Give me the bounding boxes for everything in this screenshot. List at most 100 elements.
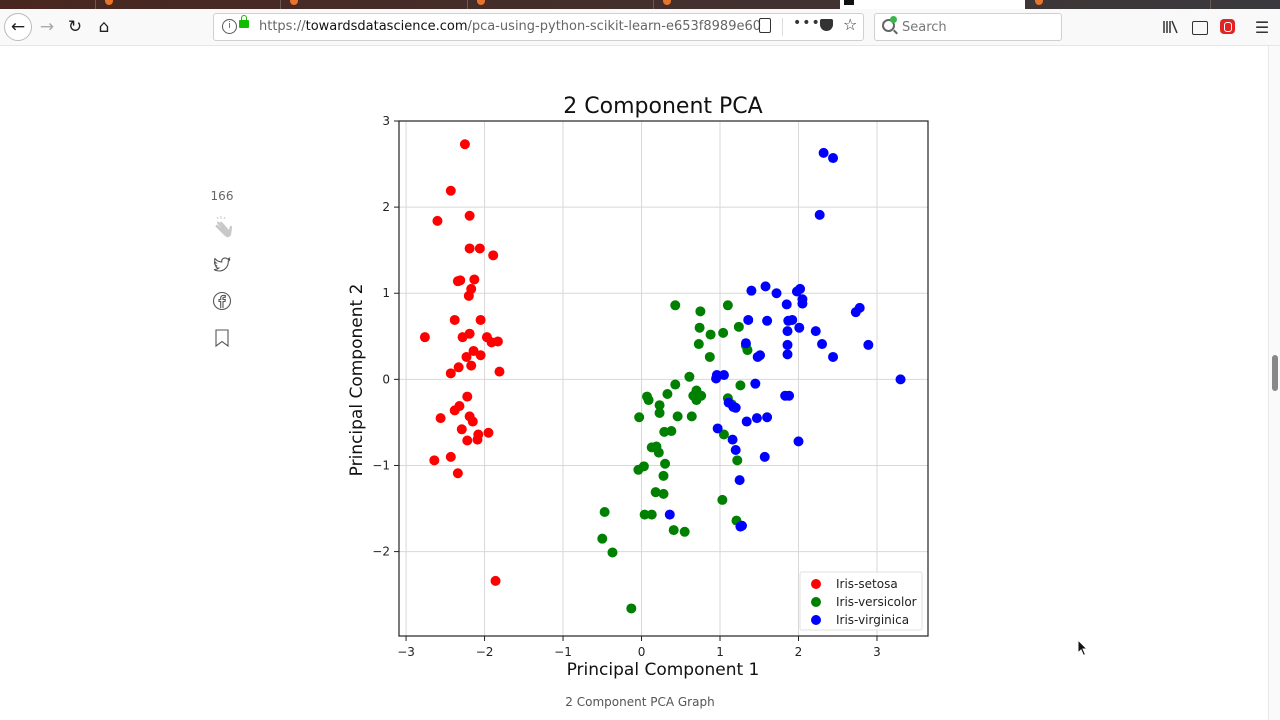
data-point bbox=[771, 288, 782, 299]
facebook-share-button[interactable] bbox=[212, 291, 232, 311]
data-point bbox=[730, 444, 741, 455]
tab-favicon bbox=[1035, 0, 1043, 5]
data-point bbox=[850, 307, 861, 318]
browser-tab[interactable] bbox=[280, 0, 468, 9]
data-point bbox=[666, 426, 677, 437]
page-scrollbar[interactable] bbox=[1268, 46, 1280, 720]
data-point bbox=[750, 378, 761, 389]
data-point bbox=[732, 455, 743, 466]
pocket-icon[interactable] bbox=[820, 19, 833, 31]
tab-favicon bbox=[290, 0, 298, 5]
data-point bbox=[752, 351, 763, 362]
clap-button[interactable] bbox=[209, 216, 235, 242]
browser-tab[interactable] bbox=[467, 0, 654, 9]
x-tick-label: 2 bbox=[795, 645, 803, 659]
sidebar-toggle-icon[interactable] bbox=[1192, 21, 1208, 35]
data-point bbox=[718, 327, 729, 338]
bookmark-star-icon[interactable]: ☆ bbox=[843, 15, 858, 34]
search-box[interactable]: Search bbox=[874, 13, 1062, 41]
data-point bbox=[760, 281, 771, 292]
data-point bbox=[795, 283, 806, 294]
tab-favicon bbox=[844, 0, 854, 5]
extension-icon[interactable] bbox=[1220, 19, 1235, 34]
data-point bbox=[741, 416, 752, 427]
reload-button[interactable]: ↻ bbox=[61, 13, 89, 41]
browser-tab[interactable] bbox=[95, 0, 281, 9]
data-point bbox=[781, 299, 792, 310]
data-point bbox=[472, 434, 483, 445]
x-tick-label: −2 bbox=[476, 645, 494, 659]
data-point bbox=[599, 506, 610, 517]
bookmark-button[interactable] bbox=[212, 328, 232, 348]
data-point bbox=[782, 349, 793, 360]
data-point bbox=[474, 243, 485, 254]
browser-tab[interactable] bbox=[653, 0, 841, 9]
x-tick-label: 1 bbox=[716, 645, 724, 659]
chart-ticks: −3 −2 −1 0 1 2 3 −2 −1 0 1 2 3 bbox=[372, 114, 881, 659]
data-point bbox=[751, 413, 762, 424]
data-point bbox=[722, 300, 733, 311]
url-divider bbox=[782, 18, 783, 36]
data-point bbox=[727, 434, 738, 445]
x-axis-label: Principal Component 1 bbox=[567, 660, 760, 680]
data-point bbox=[664, 509, 675, 520]
browser-tab[interactable] bbox=[840, 0, 1025, 9]
data-point bbox=[462, 435, 473, 446]
browser-tab[interactable] bbox=[1210, 0, 1280, 9]
url-text[interactable]: https://towardsdatascience.com/pca-using… bbox=[259, 19, 761, 34]
data-point bbox=[597, 533, 608, 544]
chart-title: 2 Component PCA bbox=[563, 94, 762, 119]
data-point bbox=[626, 603, 637, 614]
data-point bbox=[469, 274, 480, 285]
twitter-icon bbox=[213, 256, 231, 272]
hamburger-menu-icon[interactable]: ☰ bbox=[1254, 17, 1270, 37]
data-point bbox=[670, 379, 681, 390]
browser-tab[interactable] bbox=[1025, 0, 1211, 9]
facebook-icon bbox=[212, 291, 232, 311]
page-actions-icon[interactable]: ••• bbox=[793, 15, 821, 31]
tab-favicon bbox=[663, 0, 671, 5]
data-point bbox=[466, 360, 477, 371]
chart-legend: Iris-setosa Iris-versicolor Iris-virginica bbox=[799, 571, 923, 631]
reload-icon: ↻ bbox=[67, 17, 83, 37]
back-button[interactable]: ← bbox=[4, 13, 32, 41]
data-point bbox=[828, 351, 839, 362]
data-point bbox=[449, 405, 460, 416]
address-bar[interactable]: i https://towardsdatascience.com/pca-usi… bbox=[213, 13, 864, 41]
data-point bbox=[492, 336, 503, 347]
data-point bbox=[467, 416, 478, 427]
data-point bbox=[650, 487, 661, 498]
chart-grid bbox=[399, 120, 928, 636]
data-point bbox=[475, 314, 486, 325]
reader-view-icon[interactable] bbox=[759, 18, 771, 33]
twitter-share-button[interactable] bbox=[212, 255, 232, 275]
data-point bbox=[658, 488, 669, 499]
data-point bbox=[718, 370, 729, 381]
browser-tab[interactable] bbox=[0, 0, 96, 9]
figure-caption-text: 2 Component PCA Graph bbox=[565, 695, 715, 709]
forward-button[interactable]: → bbox=[33, 13, 61, 41]
data-point bbox=[895, 374, 906, 385]
url-prefix: https:// bbox=[259, 19, 306, 34]
data-point bbox=[419, 332, 430, 343]
data-point bbox=[684, 371, 695, 382]
data-point bbox=[633, 464, 644, 475]
data-point bbox=[483, 427, 494, 438]
site-info-icon[interactable]: i bbox=[222, 19, 237, 34]
data-point bbox=[464, 243, 475, 254]
data-point bbox=[735, 380, 746, 391]
data-point bbox=[668, 525, 679, 536]
data-point bbox=[453, 362, 464, 373]
data-point bbox=[646, 509, 657, 520]
home-button[interactable]: ⌂ bbox=[90, 13, 118, 41]
scrollbar-thumb[interactable] bbox=[1272, 355, 1278, 391]
bookmark-icon bbox=[215, 329, 229, 348]
data-point bbox=[654, 407, 665, 418]
data-point bbox=[704, 351, 715, 362]
y-tick-label: 0 bbox=[382, 372, 390, 386]
data-point bbox=[452, 468, 463, 479]
library-icon[interactable] bbox=[1163, 18, 1179, 36]
data-point bbox=[654, 400, 665, 411]
data-point bbox=[746, 285, 757, 296]
legend-box bbox=[799, 571, 923, 631]
